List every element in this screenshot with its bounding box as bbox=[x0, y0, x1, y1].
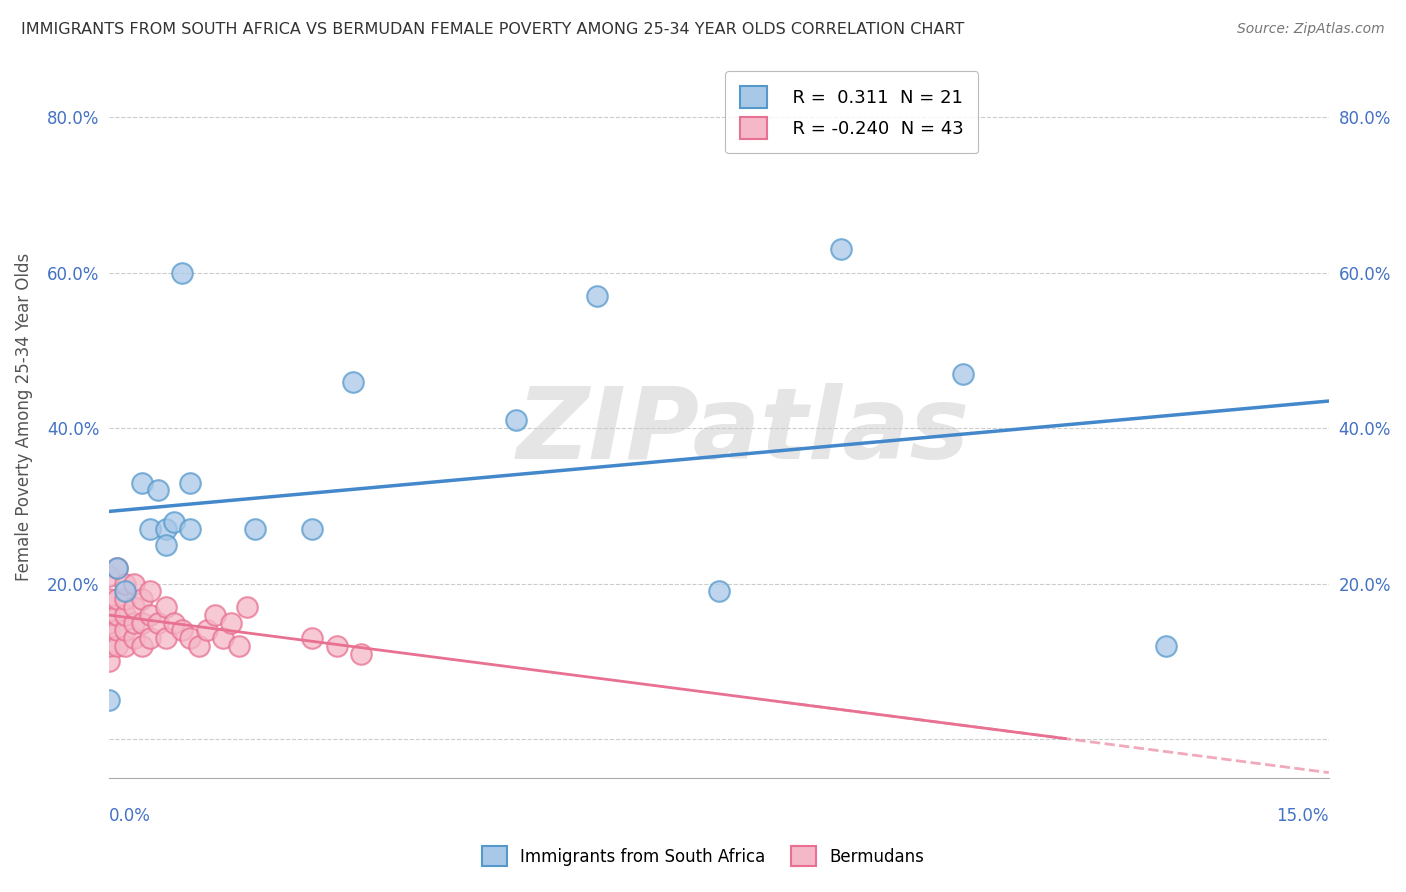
Y-axis label: Female Poverty Among 25-34 Year Olds: Female Poverty Among 25-34 Year Olds bbox=[15, 252, 32, 581]
Point bbox=[245, 522, 267, 536]
Point bbox=[172, 266, 194, 280]
Point bbox=[122, 615, 145, 630]
Text: ZIPatlas: ZIPatlas bbox=[517, 383, 970, 480]
Point bbox=[131, 475, 153, 490]
Text: 0.0%: 0.0% bbox=[110, 807, 150, 825]
Point bbox=[350, 647, 373, 661]
Point bbox=[505, 413, 527, 427]
Point bbox=[114, 607, 136, 622]
Point bbox=[146, 483, 169, 498]
Point bbox=[179, 475, 201, 490]
Point bbox=[98, 624, 121, 638]
Point bbox=[105, 607, 128, 622]
Point bbox=[98, 569, 121, 583]
Point bbox=[172, 624, 194, 638]
Point bbox=[586, 289, 609, 303]
Point bbox=[301, 522, 323, 536]
Point bbox=[187, 639, 209, 653]
Point bbox=[301, 631, 323, 645]
Point bbox=[163, 615, 186, 630]
Point bbox=[98, 607, 121, 622]
Point bbox=[139, 584, 162, 599]
Point bbox=[139, 522, 162, 536]
Point bbox=[114, 584, 136, 599]
Point bbox=[179, 631, 201, 645]
Point bbox=[830, 243, 852, 257]
Point bbox=[105, 624, 128, 638]
Point bbox=[195, 624, 218, 638]
Point bbox=[326, 639, 349, 653]
Point bbox=[139, 631, 162, 645]
Point bbox=[131, 592, 153, 607]
Point bbox=[98, 615, 121, 630]
Point bbox=[155, 522, 177, 536]
Point bbox=[155, 599, 177, 614]
Legend:   R =  0.311  N = 21,   R = -0.240  N = 43: R = 0.311 N = 21, R = -0.240 N = 43 bbox=[725, 71, 979, 153]
Point bbox=[179, 522, 201, 536]
Point bbox=[98, 592, 121, 607]
Point bbox=[342, 375, 364, 389]
Point bbox=[707, 584, 730, 599]
Point bbox=[105, 639, 128, 653]
Point bbox=[105, 561, 128, 575]
Point bbox=[98, 639, 121, 653]
Point bbox=[139, 607, 162, 622]
Point bbox=[155, 538, 177, 552]
Point bbox=[228, 639, 250, 653]
Point bbox=[114, 624, 136, 638]
Point bbox=[1154, 639, 1177, 653]
Point bbox=[163, 515, 186, 529]
Text: 15.0%: 15.0% bbox=[1277, 807, 1329, 825]
Point bbox=[155, 631, 177, 645]
Point bbox=[114, 639, 136, 653]
Point bbox=[98, 693, 121, 707]
Point bbox=[114, 576, 136, 591]
Point bbox=[131, 615, 153, 630]
Point bbox=[122, 599, 145, 614]
Point bbox=[219, 615, 242, 630]
Point bbox=[122, 631, 145, 645]
Point bbox=[146, 615, 169, 630]
Point bbox=[212, 631, 235, 645]
Point bbox=[105, 561, 128, 575]
Legend: Immigrants from South Africa, Bermudans: Immigrants from South Africa, Bermudans bbox=[474, 838, 932, 875]
Text: IMMIGRANTS FROM SOUTH AFRICA VS BERMUDAN FEMALE POVERTY AMONG 25-34 YEAR OLDS CO: IMMIGRANTS FROM SOUTH AFRICA VS BERMUDAN… bbox=[21, 22, 965, 37]
Point bbox=[105, 592, 128, 607]
Point bbox=[952, 367, 974, 381]
Point bbox=[204, 607, 226, 622]
Point bbox=[98, 654, 121, 668]
Point bbox=[122, 576, 145, 591]
Point bbox=[236, 599, 259, 614]
Text: Source: ZipAtlas.com: Source: ZipAtlas.com bbox=[1237, 22, 1385, 37]
Point bbox=[114, 592, 136, 607]
Point bbox=[131, 639, 153, 653]
